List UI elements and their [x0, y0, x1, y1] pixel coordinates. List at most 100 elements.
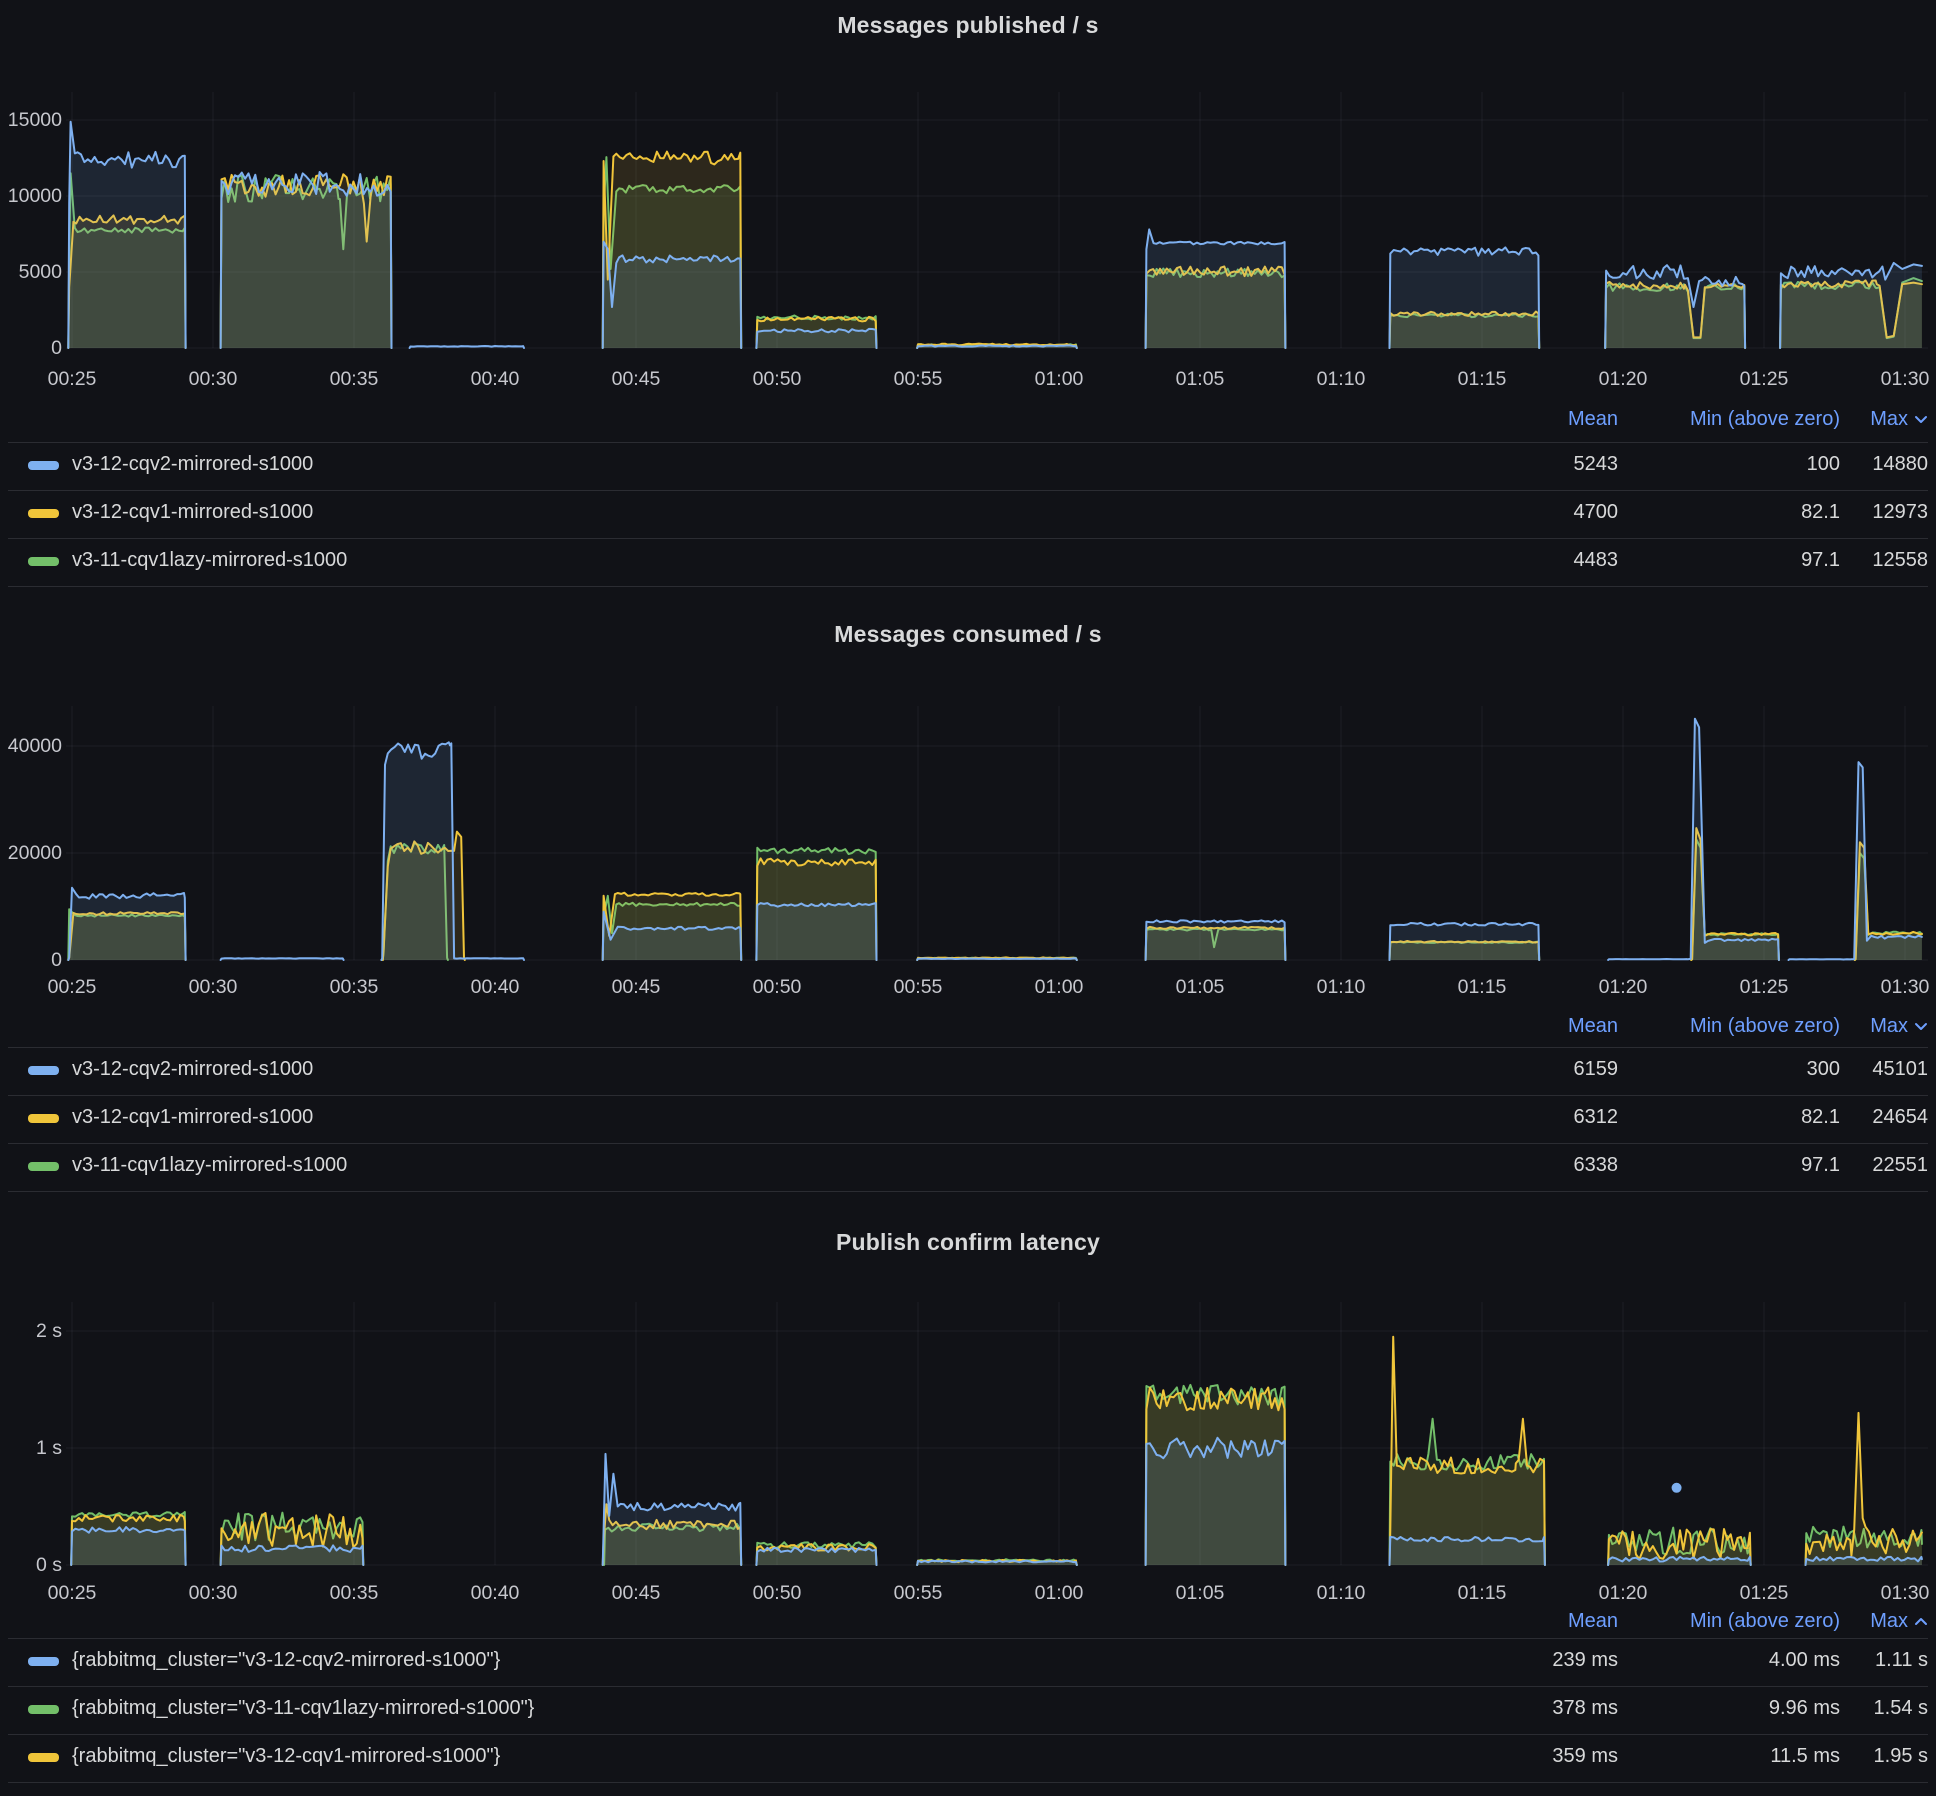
- series-line: [1388, 940, 1541, 961]
- series-color-swatch[interactable]: [28, 1657, 59, 1666]
- series-line: [755, 1546, 878, 1566]
- series-fill: [1145, 229, 1286, 348]
- x-tick-label: 01:00: [1034, 368, 1084, 390]
- series-fill: [382, 843, 448, 960]
- series-fill: [602, 241, 742, 348]
- series-color-swatch[interactable]: [28, 1114, 59, 1123]
- mean-value: 359 ms: [1552, 1745, 1618, 1767]
- chevron-down-icon: [1915, 415, 1927, 423]
- legend-sort-max[interactable]: Max: [1870, 1013, 1928, 1039]
- series-line: [1388, 1335, 1546, 1566]
- min-value: 300: [1806, 1058, 1840, 1080]
- series-fill: [1605, 265, 1746, 348]
- series-line: [219, 1512, 365, 1566]
- legend-row[interactable]: v3-12-cqv2-mirrored-s1000 6159 300 45101: [8, 1047, 1928, 1095]
- series-fill: [1145, 1384, 1286, 1565]
- x-tick-label: 00:35: [329, 368, 379, 390]
- time-series-chart[interactable]: [0, 698, 1936, 964]
- series-color-swatch[interactable]: [28, 1066, 59, 1075]
- series-line: [755, 857, 878, 961]
- legend-row[interactable]: v3-12-cqv1-mirrored-s1000 6312 82.1 24654: [8, 1095, 1928, 1143]
- legend-row[interactable]: {rabbitmq_cluster="v3-11-cqv1lazy-mirror…: [8, 1686, 1928, 1734]
- x-tick-label: 00:55: [893, 1582, 943, 1604]
- max-value: 24654: [1872, 1106, 1928, 1128]
- series-label[interactable]: {rabbitmq_cluster="v3-12-cqv1-mirrored-s…: [72, 1745, 501, 1767]
- legend-row[interactable]: v3-11-cqv1lazy-mirrored-s1000 6338 97.1 225…: [8, 1143, 1928, 1191]
- series-color-swatch[interactable]: [28, 1162, 59, 1171]
- series-label[interactable]: {rabbitmq_cluster="v3-12-cqv2-mirrored-s…: [72, 1649, 501, 1671]
- legend-sort-max[interactable]: Max: [1870, 1608, 1928, 1634]
- series-line: [1388, 310, 1541, 349]
- series-line: [67, 214, 187, 349]
- min-value: 4.00 ms: [1768, 1649, 1840, 1671]
- mean-value: 239 ms: [1552, 1649, 1618, 1671]
- x-tick-label: 01:10: [1316, 368, 1366, 390]
- legend-sort-min[interactable]: Min (above zero): [1690, 406, 1840, 432]
- legend-divider: [8, 1191, 1928, 1192]
- series-fill: [1805, 1412, 1922, 1565]
- series-line: [601, 156, 743, 349]
- mean-value: 6159: [1573, 1058, 1619, 1080]
- series-label[interactable]: v3-12-cqv2-mirrored-s1000: [72, 453, 314, 475]
- series-line: [601, 910, 743, 961]
- series-fill: [1145, 266, 1286, 348]
- series-label[interactable]: v3-12-cqv1-mirrored-s1000: [72, 501, 314, 523]
- x-tick-label: 01:05: [1175, 368, 1225, 390]
- legend-sort-min[interactable]: Min (above zero): [1690, 1013, 1840, 1039]
- series-fill: [1780, 262, 1922, 348]
- legend-column-label: Mean: [1567, 1609, 1618, 1632]
- x-tick-label: 00:45: [611, 1582, 661, 1604]
- x-tick-label: 00:25: [47, 1582, 97, 1604]
- legend-sort-mean[interactable]: Mean: [1568, 1608, 1618, 1634]
- series-label[interactable]: v3-12-cqv1-mirrored-s1000: [72, 1106, 314, 1128]
- x-tick-label: 01:30: [1880, 368, 1930, 390]
- chevron-up-icon: [1915, 1617, 1927, 1625]
- time-series-chart[interactable]: [0, 84, 1936, 354]
- legend-column-label: Max: [1870, 1609, 1908, 1632]
- series-line: [408, 345, 525, 349]
- legend-sort-min[interactable]: Min (above zero): [1690, 1608, 1840, 1634]
- max-value: 12558: [1872, 549, 1928, 571]
- legend-column-label: Min (above zero): [1689, 1014, 1840, 1037]
- x-tick-label: 00:40: [470, 976, 520, 998]
- legend-row[interactable]: v3-12-cqv2-mirrored-s1000 5243 100 14880: [8, 442, 1928, 490]
- series-label[interactable]: v3-11-cqv1lazy-mirrored-s1000: [72, 1154, 348, 1176]
- min-value: 97.1: [1801, 1154, 1840, 1176]
- legend-sort-mean[interactable]: Mean: [1568, 406, 1618, 432]
- legend-sort-mean[interactable]: Mean: [1568, 1013, 1618, 1039]
- series-line: [916, 344, 1078, 349]
- x-tick-label: 00:45: [611, 976, 661, 998]
- legend-row[interactable]: v3-11-cqv1lazy-mirrored-s1000 4483 97.1 125…: [8, 538, 1928, 586]
- series-color-swatch[interactable]: [28, 461, 59, 470]
- series-label[interactable]: {rabbitmq_cluster="v3-11-cqv1lazy-mirror…: [72, 1697, 535, 1719]
- series-fill: [1780, 280, 1922, 348]
- series-line: [1388, 1535, 1546, 1566]
- legend-row[interactable]: {rabbitmq_cluster="v3-12-cqv2-mirrored-s…: [8, 1638, 1928, 1686]
- time-series-chart[interactable]: [0, 1294, 1936, 1569]
- legend-row[interactable]: v3-12-cqv1-mirrored-s1000 4700 82.1 12973: [8, 490, 1928, 538]
- series-label[interactable]: v3-12-cqv2-mirrored-s1000: [72, 1058, 314, 1080]
- max-value: 45101: [1872, 1058, 1928, 1080]
- series-color-swatch[interactable]: [28, 557, 59, 566]
- series-label[interactable]: v3-11-cqv1lazy-mirrored-s1000: [72, 549, 348, 571]
- mean-value: 4700: [1573, 501, 1619, 523]
- series-fill: [68, 909, 186, 960]
- series-fill: [1145, 920, 1286, 960]
- series-color-swatch[interactable]: [28, 509, 59, 518]
- x-tick-label: 01:15: [1457, 1582, 1507, 1604]
- chart-canvas: [66, 706, 1928, 961]
- legend-sort-max[interactable]: Max: [1870, 406, 1928, 432]
- series-fill: [71, 1527, 186, 1565]
- legend-row[interactable]: {rabbitmq_cluster="v3-12-cqv1-mirrored-s…: [8, 1734, 1928, 1782]
- series-color-swatch[interactable]: [28, 1753, 59, 1762]
- series-color-swatch[interactable]: [28, 1705, 59, 1714]
- x-tick-label: 00:50: [752, 1582, 802, 1604]
- max-value: 1.11 s: [1875, 1649, 1928, 1671]
- series-fill: [756, 1547, 877, 1565]
- min-value: 82.1: [1801, 1106, 1840, 1128]
- series-line: [916, 957, 1078, 961]
- series-line: [70, 1513, 187, 1566]
- series-line: [1144, 1386, 1287, 1566]
- max-value: 14880: [1872, 453, 1928, 475]
